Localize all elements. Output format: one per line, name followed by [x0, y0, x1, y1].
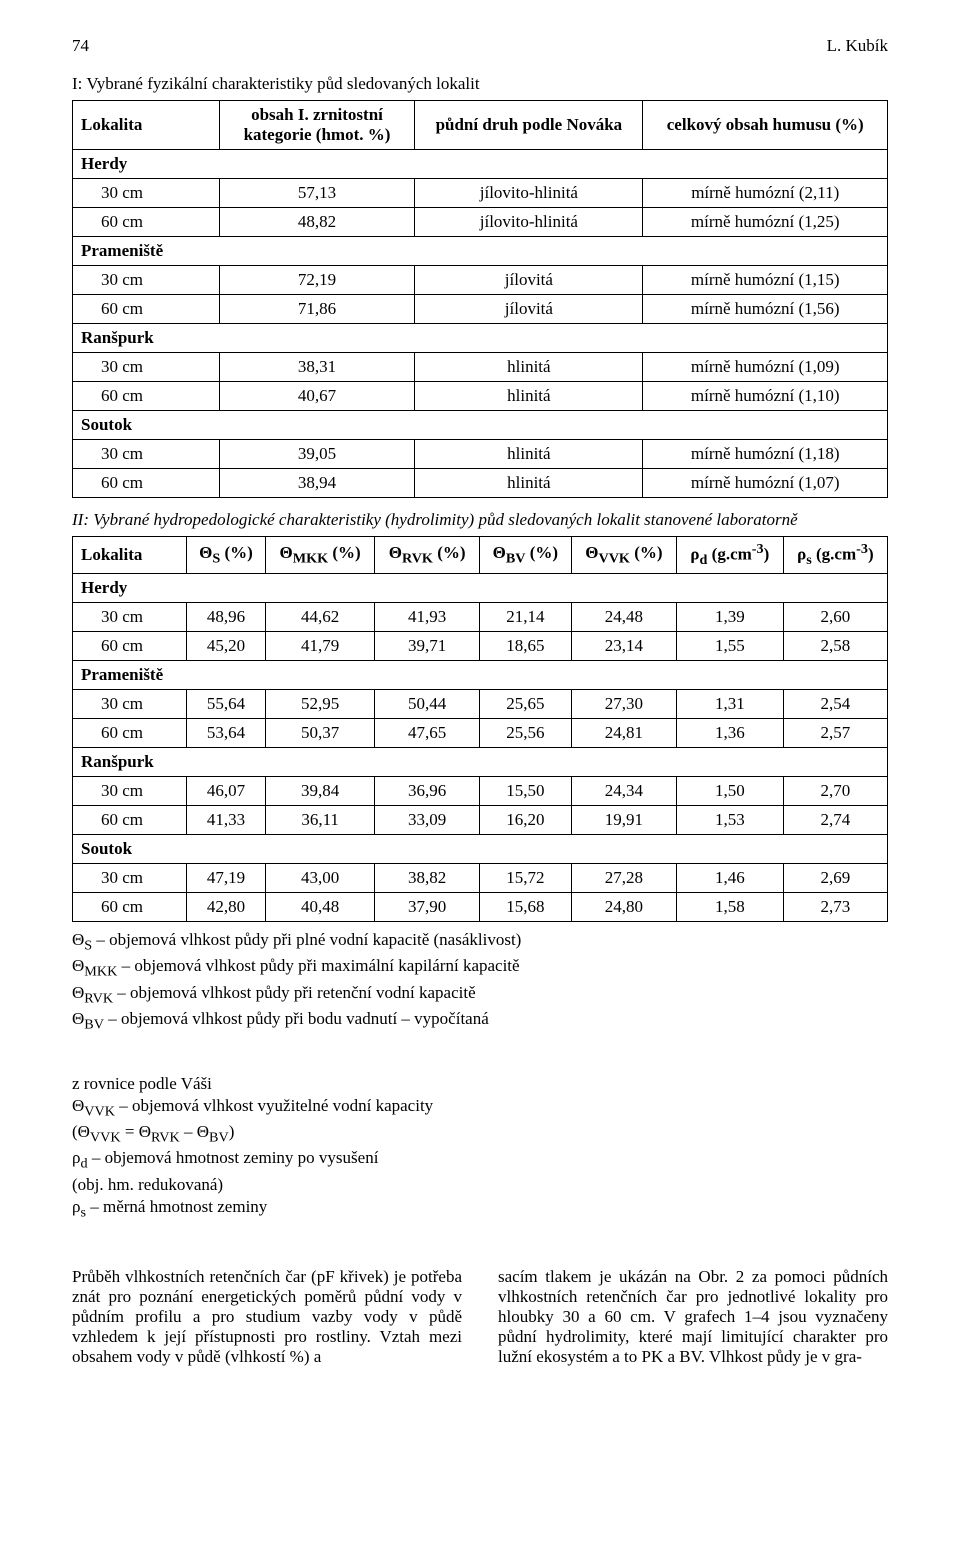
table1-caption: I: Vybrané fyzikální charakteristiky půd… — [72, 74, 888, 94]
table2-header-cell: ΘRVK (%) — [375, 537, 480, 574]
legend-line: ρd – objemová hmotnost zeminy po vysušen… — [72, 1148, 888, 1172]
table2-caption: II: Vybrané hydropedologické charakteris… — [72, 510, 888, 530]
legend-line: ρs – měrná hmotnost zeminy — [72, 1197, 888, 1221]
table2-header-cell: ΘVVK (%) — [571, 537, 676, 574]
table2-header-cell: Lokalita — [73, 537, 187, 574]
legend-line: (obj. hm. redukovaná) — [72, 1175, 888, 1195]
table-row: 60 cm38,94hlinitámírně humózní (1,07) — [73, 469, 888, 498]
table-row: 30 cm55,6452,9550,4425,6527,301,312,54 — [73, 690, 888, 719]
legend-line: (ΘVVK = ΘRVK – ΘBV) — [72, 1122, 888, 1146]
body-col-right: sacím tlakem je ukázán na Obr. 2 za pomo… — [498, 1267, 888, 1367]
legend-line: ΘBV – objemová vlhkost půdy při bodu vad… — [72, 1009, 888, 1033]
page: 74 L. Kubík I: Vybrané fyzikální charakt… — [0, 0, 960, 1544]
author-name: L. Kubík — [827, 36, 888, 56]
table-row: 30 cm47,1943,0038,8215,7227,281,462,69 — [73, 864, 888, 893]
table-row: 60 cm53,6450,3747,6525,5624,811,362,57 — [73, 719, 888, 748]
table-row: 60 cm42,8040,4837,9015,6824,801,582,73 — [73, 893, 888, 922]
legend-line — [72, 1044, 888, 1064]
table2-header-cell: ρs (g.cm-3) — [783, 537, 887, 574]
table2-section-row: Herdy — [73, 574, 888, 603]
table2-header-cell: ρd (g.cm-3) — [676, 537, 783, 574]
body-columns: Průběh vlhkostních retenčních čar (pF kř… — [72, 1267, 888, 1367]
table-row: 60 cm40,67hlinitámírně humózní (1,10) — [73, 382, 888, 411]
page-header: 74 L. Kubík — [72, 36, 888, 56]
table-row: 30 cm39,05hlinitámírně humózní (1,18) — [73, 440, 888, 469]
legend-line: ΘVVK – objemová vlhkost využitelné vodní… — [72, 1096, 888, 1120]
table2-header-row: LokalitaΘS (%)ΘMKK (%)ΘRVK (%)ΘBV (%)ΘVV… — [73, 537, 888, 574]
table1-section-row: Herdy — [73, 150, 888, 179]
table-row: 60 cm48,82jílovito-hlinitámírně humózní … — [73, 208, 888, 237]
table-row: 30 cm57,13jílovito-hlinitámírně humózní … — [73, 179, 888, 208]
table-row: 30 cm46,0739,8436,9615,5024,341,502,70 — [73, 777, 888, 806]
legend-line: z rovnice podle Váši — [72, 1074, 888, 1094]
body-col-left: Průběh vlhkostních retenčních čar (pF kř… — [72, 1267, 462, 1367]
legend-line: ΘS – objemová vlhkost půdy při plné vodn… — [72, 930, 888, 954]
table-row: 30 cm72,19jílovitámírně humózní (1,15) — [73, 266, 888, 295]
table1: Lokalita obsah I. zrnitostní kategorie (… — [72, 100, 888, 498]
table1-h4: celkový obsah humusu (%) — [643, 101, 888, 150]
table2-section-row: Soutok — [73, 835, 888, 864]
table2-header-cell: ΘMKK (%) — [265, 537, 374, 574]
legend-block: ΘS – objemová vlhkost půdy při plné vodn… — [72, 930, 888, 1221]
table-row: 30 cm48,9644,6241,9321,1424,481,392,60 — [73, 603, 888, 632]
table-row: 30 cm38,31hlinitámírně humózní (1,09) — [73, 353, 888, 382]
table2-header-cell: ΘS (%) — [187, 537, 266, 574]
table-row: 60 cm71,86jílovitámírně humózní (1,56) — [73, 295, 888, 324]
table2: LokalitaΘS (%)ΘMKK (%)ΘRVK (%)ΘBV (%)ΘVV… — [72, 536, 888, 922]
table2-section-row: Ranšpurk — [73, 748, 888, 777]
table2-header-cell: ΘBV (%) — [479, 537, 571, 574]
legend-line: ΘMKK – objemová vlhkost půdy při maximál… — [72, 956, 888, 980]
table1-section-row: Prameniště — [73, 237, 888, 266]
table1-section-row: Ranšpurk — [73, 324, 888, 353]
table-row: 60 cm41,3336,1133,0916,2019,911,532,74 — [73, 806, 888, 835]
page-number: 74 — [72, 36, 89, 56]
table1-section-row: Soutok — [73, 411, 888, 440]
table1-header-row: Lokalita obsah I. zrnitostní kategorie (… — [73, 101, 888, 150]
table1-h3: půdní druh podle Nováka — [415, 101, 643, 150]
table2-section-row: Prameniště — [73, 661, 888, 690]
table1-h2: obsah I. zrnitostní kategorie (hmot. %) — [219, 101, 415, 150]
table1-h1: Lokalita — [73, 101, 220, 150]
legend-line: ΘRVK – objemová vlhkost půdy při retenčn… — [72, 983, 888, 1007]
table-row: 60 cm45,2041,7939,7118,6523,141,552,58 — [73, 632, 888, 661]
